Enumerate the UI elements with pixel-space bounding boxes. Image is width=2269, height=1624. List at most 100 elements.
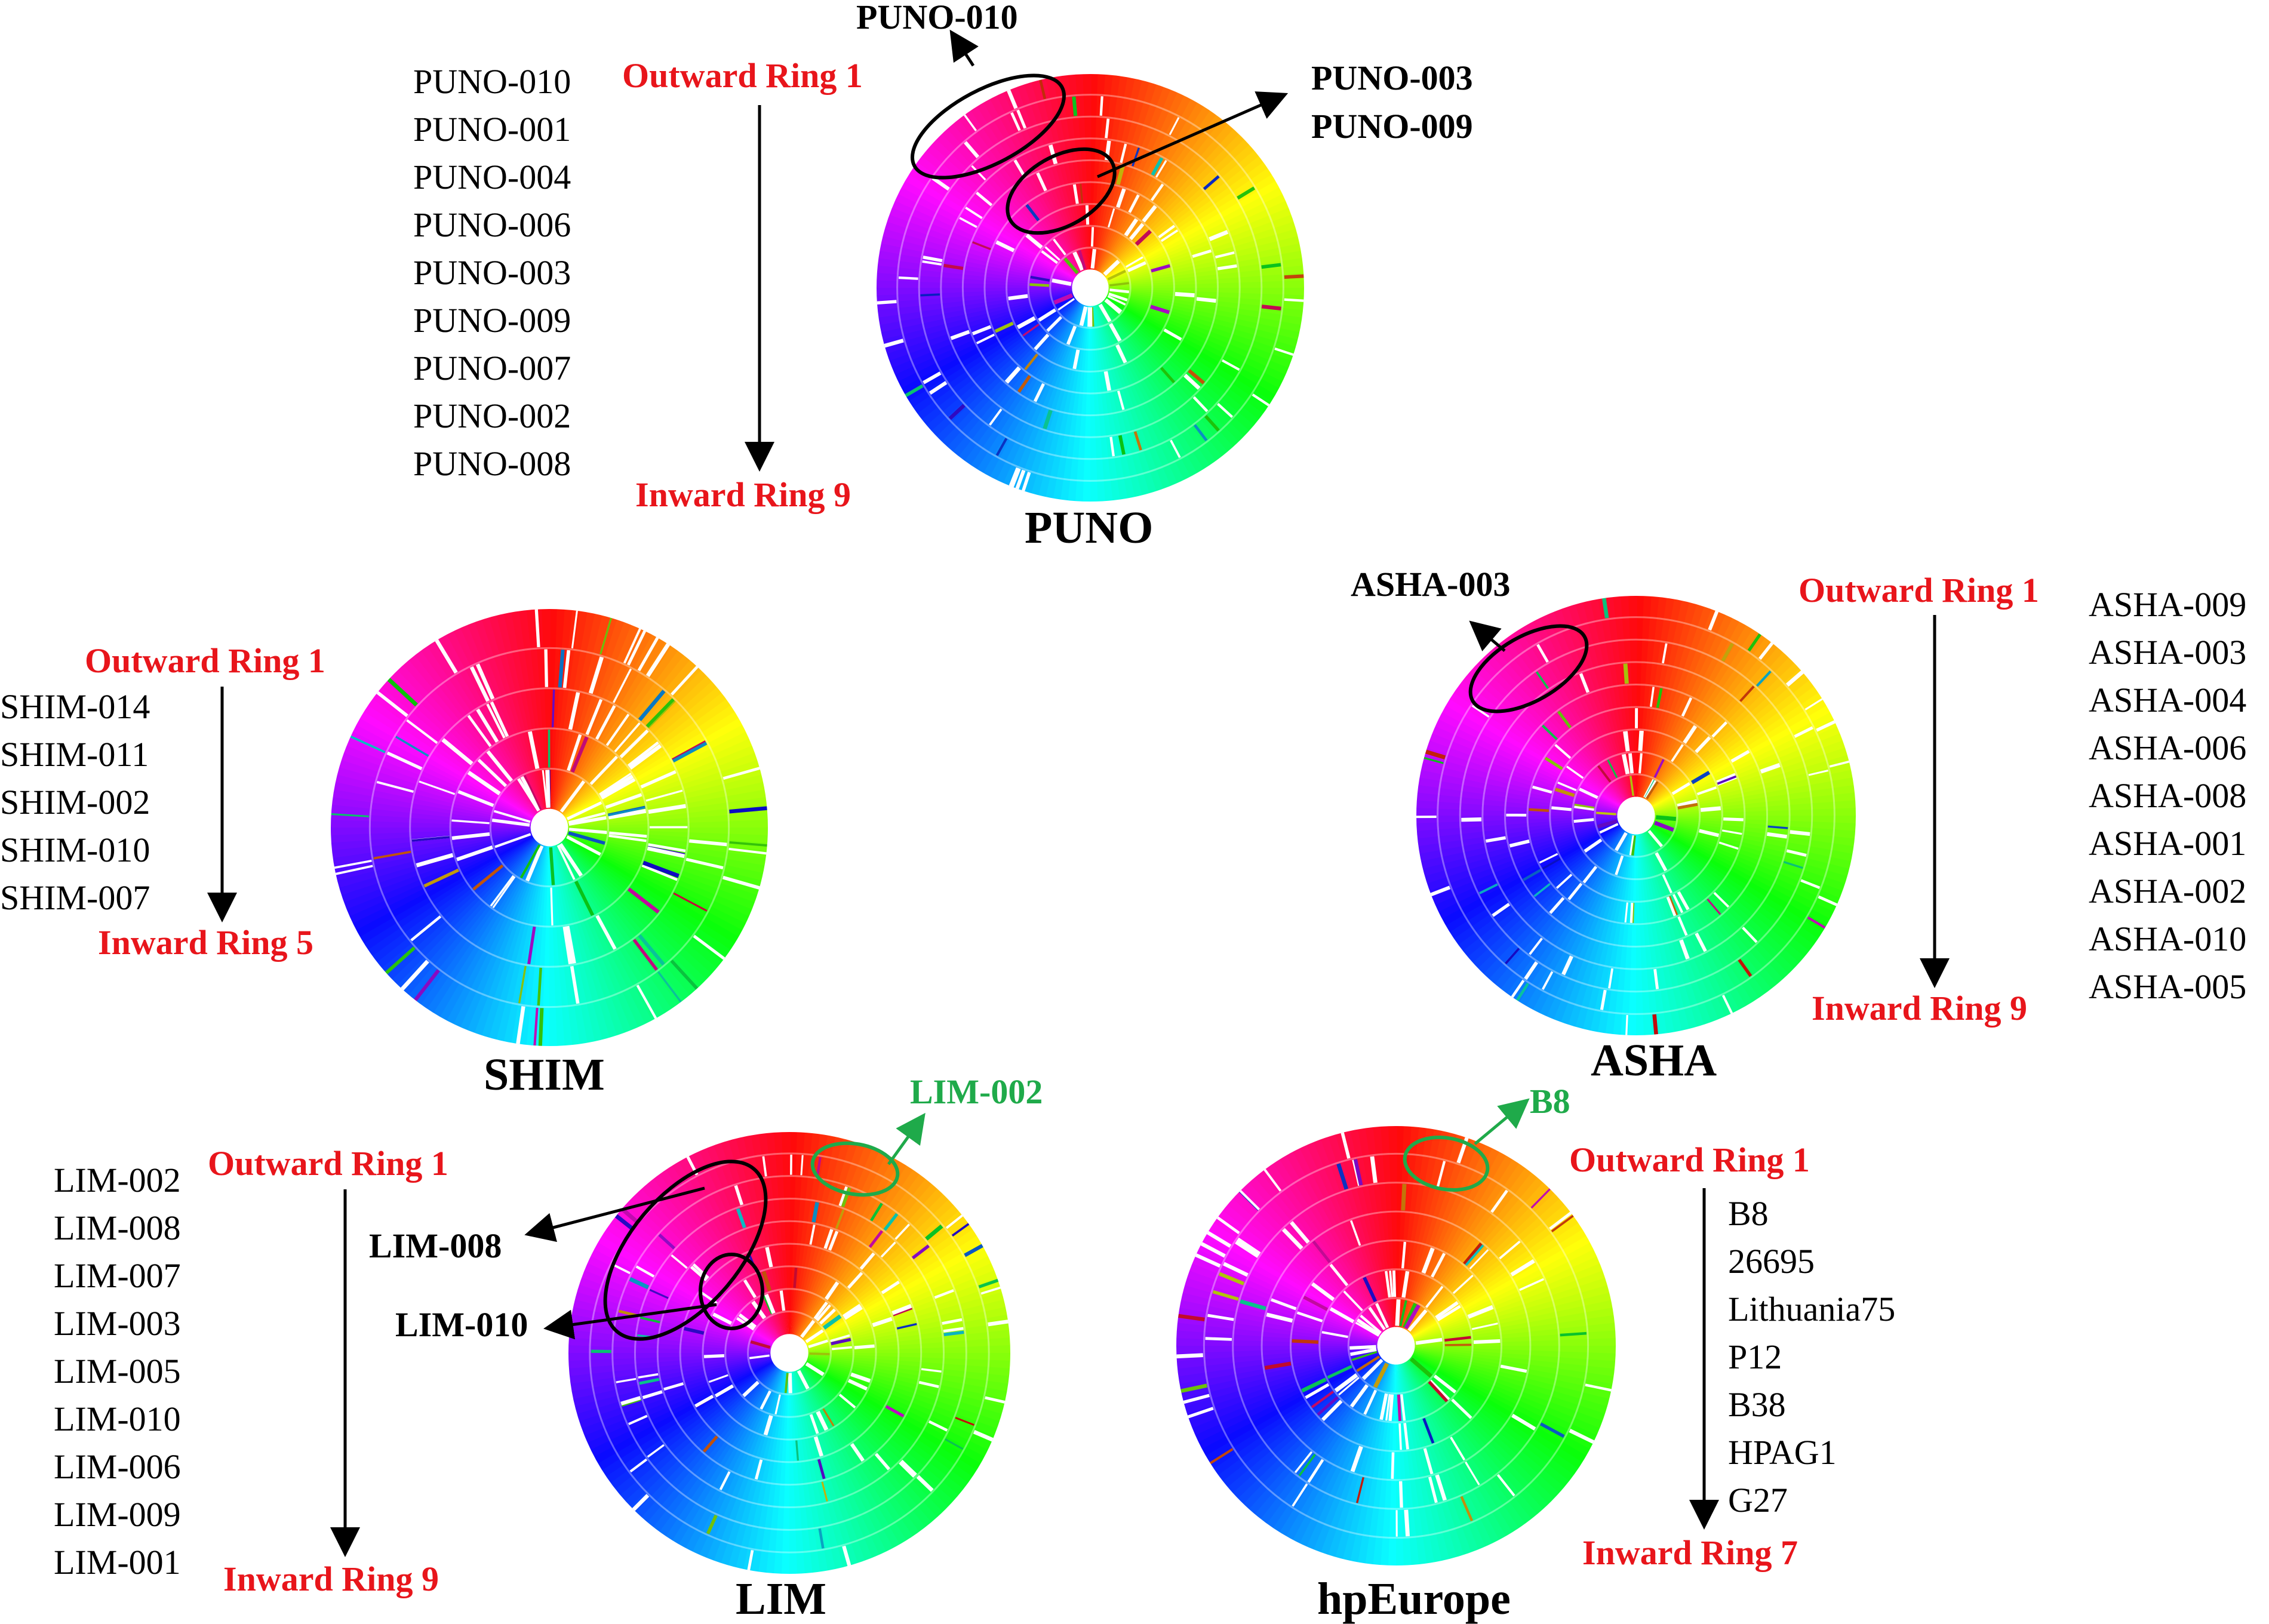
- ring-sector: [1461, 827, 1622, 958]
- ring-sector: [1096, 304, 1171, 490]
- ring-gap-mark: [1400, 1394, 1406, 1421]
- ring-sector: [371, 691, 535, 817]
- ring-sector: [1401, 1363, 1465, 1559]
- ring-gap-mark: [971, 325, 992, 336]
- ring-sector: [1645, 831, 1754, 1008]
- ring-sector: [446, 629, 542, 811]
- ring-gap-mark: [1473, 1339, 1501, 1345]
- ring-gap-mark: [1574, 805, 1594, 811]
- ring-sector: [803, 1198, 955, 1340]
- ring-gap-mark: [964, 114, 977, 131]
- ring-sector: [562, 840, 708, 987]
- asha-callout-003: ASHA-003: [1351, 565, 1511, 604]
- ring-gap-mark: [774, 1394, 781, 1415]
- strain-label: PUNO-010: [413, 62, 571, 101]
- ring-gap-mark: [1284, 298, 1304, 302]
- ring-gap-mark: [1284, 274, 1304, 279]
- ring-gap-mark: [1034, 333, 1050, 350]
- hpeurope-inward-label: Inward Ring 7: [1582, 1533, 1798, 1572]
- ring-gap-mark: [809, 1414, 819, 1434]
- ring-sector: [1654, 770, 1854, 813]
- strain-label: ASHA-006: [2089, 728, 2247, 767]
- ring-sector: [807, 1284, 1004, 1348]
- ring-sector: [1488, 645, 1624, 802]
- ring-sector: [705, 1370, 783, 1562]
- ring-sector: [1099, 98, 1199, 272]
- ring-sector: [1437, 710, 1620, 808]
- ring-sector: [1532, 616, 1628, 799]
- ring-sector: [1101, 302, 1229, 458]
- ring-sector: [459, 844, 543, 1032]
- puno-ellipse-010: [911, 73, 1066, 180]
- ring-gap-mark: [1016, 316, 1036, 330]
- ring-sector: [802, 1366, 944, 1519]
- ring-gap-mark: [423, 868, 460, 888]
- ring-gap-mark: [568, 811, 606, 824]
- ring-gap-mark: [490, 875, 515, 907]
- ring-gap-mark: [385, 946, 416, 974]
- ring-gap-mark: [1183, 1394, 1210, 1404]
- ring-gap-mark: [1180, 1383, 1207, 1393]
- lim-arrow-008: [524, 1186, 705, 1242]
- ring-gap-mark: [589, 755, 618, 785]
- ring-band: [1526, 706, 1746, 925]
- ring-sector: [1441, 704, 1620, 807]
- ring-gap-mark: [639, 1377, 660, 1385]
- ring-gap-mark: [1317, 1396, 1339, 1416]
- ring-gap-mark: [850, 1442, 865, 1462]
- ring-gap-mark: [1107, 269, 1126, 281]
- ring-sector: [1526, 620, 1628, 799]
- ring-gap-mark: [1155, 159, 1167, 178]
- ring-sector: [561, 841, 702, 992]
- ring-gap-mark: [1816, 720, 1836, 732]
- ring-gap-mark: [649, 1288, 669, 1299]
- ring-gap-mark: [637, 636, 659, 672]
- ring-sector: [566, 731, 751, 820]
- ring-sector: [1653, 733, 1844, 810]
- ring-gap-mark: [613, 668, 632, 703]
- ring-sector: [963, 302, 1080, 466]
- ring-sector: [1434, 718, 1619, 808]
- ring-sector: [1654, 762, 1853, 812]
- ring-sector: [558, 633, 660, 811]
- ring-sector: [1232, 1191, 1383, 1333]
- ring-gap-mark: [1691, 770, 1711, 785]
- ring-band: [1006, 203, 1175, 373]
- ring-gap-mark: [1555, 873, 1573, 889]
- ring-sector: [634, 1366, 777, 1518]
- ring-gap-mark: [1677, 802, 1698, 810]
- ring-sector: [1531, 832, 1628, 1014]
- ring-sector: [1097, 88, 1179, 272]
- ring-gap-mark: [764, 1293, 776, 1314]
- ring-gap-mark: [1425, 749, 1446, 759]
- hpeurope-outward-label: Outward Ring 1: [1569, 1140, 1810, 1179]
- ring-gap-mark: [1338, 1377, 1360, 1396]
- ring-gap-mark: [950, 330, 970, 340]
- ring-sector: [1505, 831, 1626, 999]
- ring-gap-mark: [527, 731, 540, 770]
- ring-gap-mark: [706, 1514, 718, 1534]
- ring-gap-mark: [1718, 841, 1739, 850]
- ring-gap-mark: [1025, 233, 1043, 250]
- ring-gap-mark: [1334, 1373, 1358, 1393]
- ring-gap-mark: [1431, 1253, 1446, 1278]
- ring-sector: [1413, 1270, 1607, 1340]
- ring-sector: [1560, 605, 1631, 798]
- ring-gap-mark: [978, 1278, 999, 1288]
- ring-gap-mark: [1264, 1361, 1292, 1370]
- ring-gap-mark: [1363, 1277, 1378, 1303]
- ring-sector: [1638, 833, 1675, 1035]
- ring-sector: [1097, 304, 1178, 488]
- ring-sector: [1408, 1360, 1544, 1516]
- ring-sector: [1511, 831, 1627, 1003]
- ring-gap-mark: [1829, 760, 1850, 768]
- ring-sector: [1524, 832, 1628, 1011]
- ring-gap-mark: [1151, 264, 1171, 273]
- ring-gap-mark: [1500, 1364, 1527, 1373]
- ring-gap-mark: [1404, 1509, 1410, 1537]
- ring-gap-mark: [928, 381, 948, 395]
- ring-gap-mark: [898, 276, 918, 280]
- ring-gap-mark: [1758, 642, 1774, 660]
- ring-gap-mark: [456, 845, 493, 862]
- ring-sector: [1241, 1359, 1383, 1510]
